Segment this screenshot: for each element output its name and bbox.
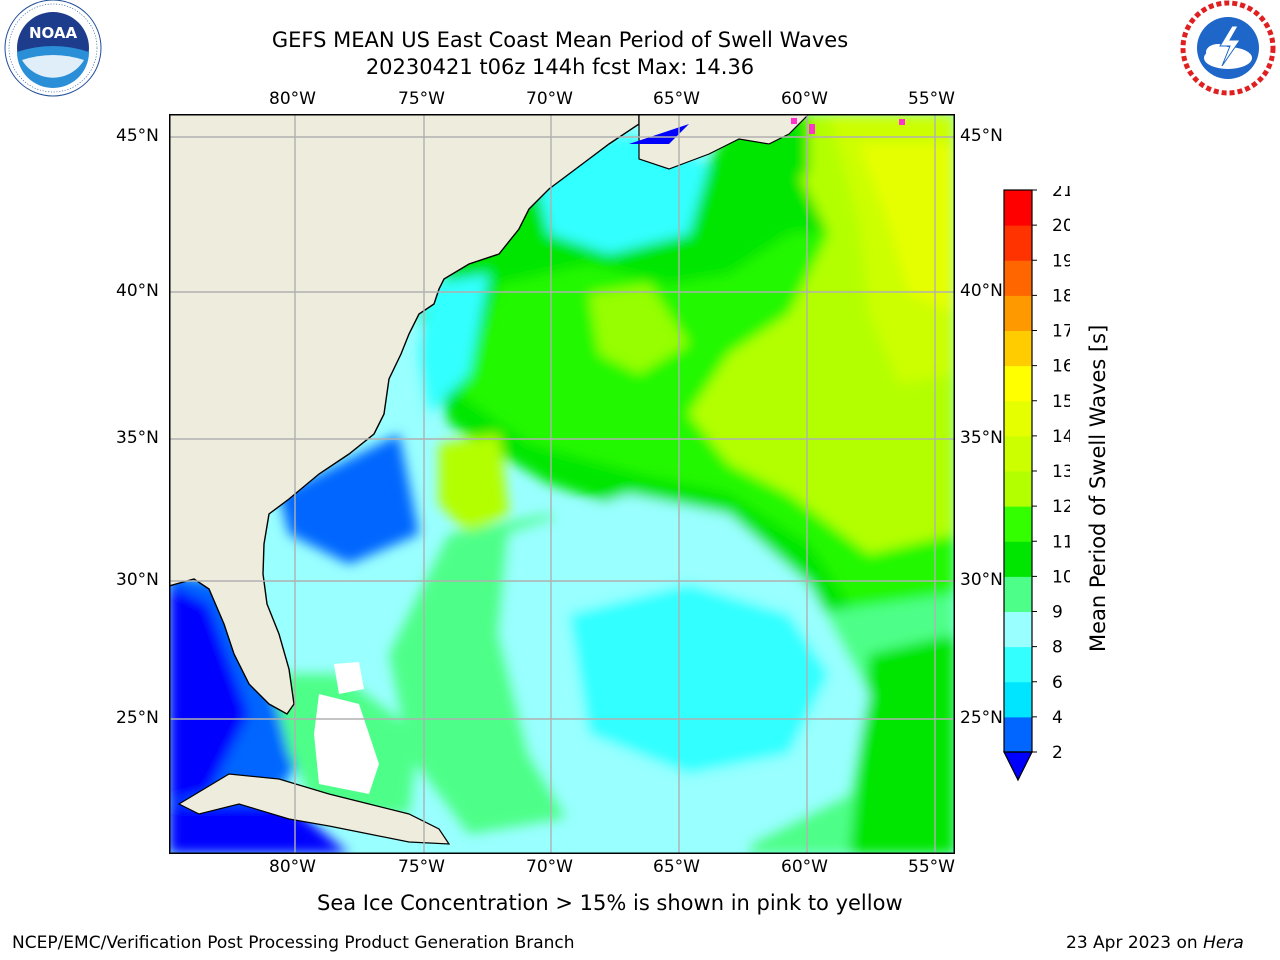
colorbar-segment [1004, 541, 1032, 577]
bahamas-missing-data-north [334, 662, 364, 694]
lon-label-bottom: 70°W [526, 857, 573, 877]
noaa-logo-text: NOAA [29, 24, 78, 42]
land-us-east-coast [168, 113, 640, 715]
colorbar-tick-label: 8 [1052, 638, 1063, 658]
colorbar-segment [1004, 190, 1032, 226]
nws-logo [1176, 0, 1280, 100]
colorbar-segment [1004, 435, 1032, 472]
colorbar-tick-label: 11 [1052, 532, 1070, 552]
colorbar-tick-label: 10 [1052, 567, 1070, 587]
colorbar-tick-label: 13 [1052, 462, 1070, 482]
colorbar-tick-label: 15 [1052, 392, 1070, 412]
lon-label-top: 60°W [781, 89, 828, 109]
colorbar-tick-label: 16 [1052, 357, 1070, 377]
lon-label-top: 55°W [908, 89, 955, 109]
lat-label-left: 25°N [116, 708, 159, 728]
lon-label-bottom: 75°W [398, 857, 445, 877]
colorbar-tick-label: 6 [1052, 673, 1063, 693]
lon-label-bottom: 55°W [908, 857, 955, 877]
colorbar-segment [1004, 225, 1032, 261]
map-panel [168, 113, 955, 854]
colorbar-label: Mean Period of Swell Waves [s] [1086, 324, 1110, 652]
map-gridlines [169, 114, 955, 854]
colorbar-tick-label: 9 [1052, 603, 1063, 623]
colorbar-segment [1004, 576, 1032, 612]
colorbar-tick-label: 4 [1052, 708, 1063, 728]
footer-date: 23 Apr 2023 on Hera [1066, 933, 1244, 953]
colorbar-segment [1004, 611, 1032, 648]
colorbar-tick-label: 18 [1052, 286, 1070, 306]
colorbar-segment [1004, 260, 1032, 296]
colorbar-segment [1004, 365, 1032, 402]
colorbar-segment [1004, 646, 1032, 683]
bay-of-fundy [629, 124, 689, 144]
noaa-logo: NOAA [0, 0, 106, 100]
colorbar-segment [1004, 400, 1032, 437]
colorbar-segment [1004, 681, 1032, 718]
map-title: GEFS MEAN US East Coast Mean Period of S… [271, 28, 849, 52]
colorbar-segment [1004, 506, 1032, 542]
colorbar-tick-label: 2 [1052, 743, 1063, 763]
lat-label-left: 40°N [116, 281, 159, 301]
lon-label-bottom: 80°W [269, 857, 316, 877]
colorbar-segment [1004, 471, 1032, 507]
colorbar-tick-label: 14 [1052, 427, 1070, 447]
lat-label-right: 30°N [960, 570, 1003, 590]
lat-label-right: 40°N [960, 281, 1003, 301]
footer-credit: NCEP/EMC/Verification Post Processing Pr… [12, 933, 575, 953]
colorbar: 2 4 6 8 9 10 11 12 13 14 15 16 17 18 19 20 21 [1000, 181, 1074, 786]
lon-label-bottom: 60°W [781, 857, 828, 877]
colorbar-segment [1004, 716, 1032, 753]
lon-label-top: 75°W [398, 89, 445, 109]
sea-ice-patch [809, 124, 815, 134]
lon-label-top: 80°W [269, 89, 316, 109]
sea-ice-patch [899, 119, 905, 125]
colorbar-under-extend [1003, 751, 1033, 782]
colorbar-tick-label: 12 [1052, 497, 1070, 517]
lat-label-right: 35°N [960, 428, 1003, 448]
footer-machine: Hera [1203, 933, 1244, 953]
map-subtitle: 20230421 t06z 144h fcst Max: 14.36 [365, 55, 755, 79]
sea-ice-patch [791, 118, 797, 124]
colorbar-segment [1004, 295, 1032, 331]
lat-label-left: 30°N [116, 570, 159, 590]
colorbar-tick-label: 20 [1052, 216, 1070, 236]
colorbar-tick-label: 19 [1052, 251, 1070, 271]
lat-label-left: 35°N [116, 428, 159, 448]
lon-label-top: 65°W [653, 89, 700, 109]
lat-label-right: 25°N [960, 708, 1003, 728]
colorbar-tick-label: 17 [1052, 322, 1070, 342]
lat-label-right: 45°N [960, 126, 1003, 146]
colorbar-tick-label: 21 [1052, 186, 1070, 201]
map-frame [169, 114, 955, 854]
lat-label-left: 45°N [116, 126, 159, 146]
swell-period-map [168, 113, 955, 854]
lon-label-top: 70°W [526, 89, 573, 109]
footer-date-text: 23 Apr 2023 on [1066, 933, 1204, 953]
sea-ice-note: Sea Ice Concentration > 15% is shown in … [317, 891, 903, 915]
colorbar-segment [1004, 330, 1032, 367]
lon-label-bottom: 65°W [653, 857, 700, 877]
